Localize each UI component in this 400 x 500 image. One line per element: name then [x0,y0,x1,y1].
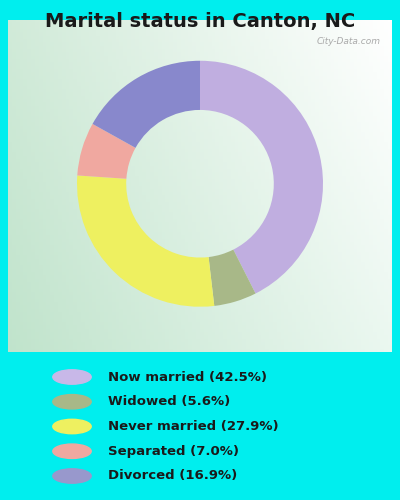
Circle shape [53,469,91,483]
Circle shape [53,444,91,458]
Circle shape [53,370,91,384]
Text: Marital status in Canton, NC: Marital status in Canton, NC [45,12,355,32]
Wedge shape [200,60,323,294]
Text: City-Data.com: City-Data.com [316,36,380,46]
Wedge shape [92,60,200,148]
Text: Divorced (16.9%): Divorced (16.9%) [108,470,237,482]
Text: Separated (7.0%): Separated (7.0%) [108,445,239,458]
Wedge shape [77,176,214,306]
Wedge shape [77,124,136,179]
Circle shape [53,420,91,434]
Text: Never married (27.9%): Never married (27.9%) [108,420,279,433]
Text: Now married (42.5%): Now married (42.5%) [108,370,267,384]
Text: Widowed (5.6%): Widowed (5.6%) [108,395,230,408]
Wedge shape [208,250,256,306]
Circle shape [53,394,91,409]
